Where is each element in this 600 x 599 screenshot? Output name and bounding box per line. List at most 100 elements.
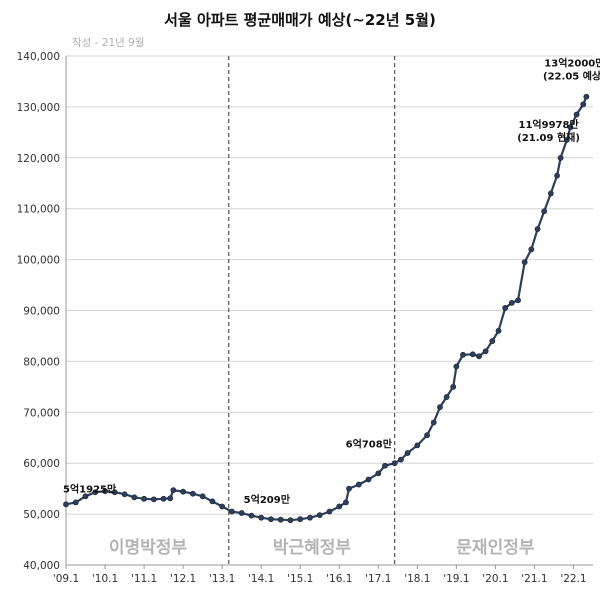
data-point	[111, 489, 118, 496]
x-tick-label: '10.1	[92, 573, 118, 585]
data-point	[583, 93, 590, 100]
data-point	[297, 516, 304, 523]
data-point	[476, 353, 482, 360]
x-tick-label: '20.1	[482, 573, 508, 585]
data-point	[365, 476, 372, 483]
data-point	[167, 495, 174, 502]
data-point	[391, 460, 398, 467]
data-point	[102, 488, 108, 495]
data-point	[268, 516, 274, 523]
data-point	[170, 487, 177, 494]
data-point	[82, 493, 89, 500]
y-tick-label: 100,000	[17, 255, 60, 267]
x-tick-label: '09.1	[53, 573, 79, 585]
x-tick-label: '14.1	[248, 573, 274, 585]
era-label: 박근혜정부	[273, 538, 352, 558]
data-point	[238, 510, 245, 516]
data-point	[541, 208, 548, 215]
data-point	[72, 499, 79, 506]
era-dividers	[228, 56, 396, 565]
x-tick-label: '16.1	[326, 573, 352, 585]
y-tick-label: 70,000	[23, 407, 60, 419]
era-label: 이명박정부	[109, 538, 188, 558]
y-tick-label: 110,000	[17, 204, 60, 216]
data-point	[424, 432, 430, 439]
y-tick-label: 40,000	[23, 560, 60, 572]
data-point	[495, 327, 502, 334]
annotation-label: 11억9978만	[519, 118, 580, 131]
data-point	[63, 501, 69, 508]
x-tick-label: '15.1	[287, 573, 313, 585]
data-point	[580, 101, 587, 108]
axes: 40,000 50,000 60,000 70,000 80,000 90,000 100,…	[17, 51, 593, 585]
annotation-label: 5억209만	[244, 493, 291, 506]
data-point	[229, 508, 235, 515]
data-point	[141, 495, 147, 502]
data-point	[528, 246, 535, 253]
data-point	[547, 190, 554, 197]
data-point	[160, 495, 167, 502]
data-point	[382, 462, 388, 469]
annotation-label: 5억1925만	[63, 482, 117, 495]
data-point	[121, 491, 128, 498]
y-tick-label: 130,000	[17, 102, 60, 114]
x-tick-label: '12.1	[170, 573, 196, 585]
data-point	[482, 348, 489, 355]
series-line	[65, 96, 588, 522]
data-point	[199, 493, 206, 500]
data-point	[189, 490, 196, 497]
data-point	[521, 259, 528, 266]
data-point	[355, 481, 362, 488]
data-point	[180, 488, 187, 495]
data-point	[414, 442, 421, 449]
annotation-label: (22.05 예상)	[543, 70, 600, 83]
chart-subtitle: 작성 - 21년 9월	[72, 37, 144, 49]
y-tick-label: 120,000	[17, 153, 60, 165]
data-point	[502, 305, 509, 311]
data-point	[460, 351, 466, 358]
data-point	[277, 516, 284, 523]
data-point	[336, 503, 343, 510]
data-point	[567, 124, 574, 131]
data-point	[489, 338, 496, 344]
data-point	[150, 496, 157, 503]
annotation-label: (21.09 현재)	[517, 131, 580, 144]
annotation-label: 13억2000만	[544, 57, 600, 70]
x-tick-label: '22.1	[560, 573, 586, 585]
y-tick-label: 60,000	[23, 458, 60, 470]
y-tick-label: 50,000	[23, 509, 60, 521]
data-point	[375, 470, 382, 477]
x-tick-label: '13.1	[209, 573, 235, 585]
x-tick-label: '21.1	[521, 573, 547, 585]
series-group	[63, 93, 590, 524]
data-point	[92, 489, 99, 496]
y-tick-label: 140,000	[17, 51, 60, 63]
data-point	[437, 404, 443, 411]
data-point	[326, 508, 333, 515]
data-point	[342, 499, 349, 506]
data-point	[209, 498, 216, 505]
data-point	[508, 299, 515, 306]
data-point	[469, 351, 476, 358]
data-point	[515, 297, 521, 304]
x-tick-label: '19.1	[443, 573, 469, 585]
gridlines	[66, 55, 593, 566]
data-point	[258, 514, 265, 521]
data-point	[430, 419, 437, 426]
data-point	[443, 394, 450, 400]
x-tick-label: '18.1	[404, 573, 430, 585]
data-point	[219, 503, 226, 510]
data-point	[131, 494, 138, 501]
data-point	[554, 172, 560, 179]
annotation-label: 6억708만	[346, 438, 393, 451]
data-point	[248, 512, 255, 519]
era-label: 문재인정부	[456, 538, 535, 558]
data-point	[453, 363, 460, 370]
data-point	[450, 383, 457, 390]
data-point	[557, 155, 564, 161]
data-point	[563, 137, 570, 143]
x-tick-label: '11.1	[131, 573, 157, 585]
y-tick-label: 90,000	[23, 306, 60, 318]
